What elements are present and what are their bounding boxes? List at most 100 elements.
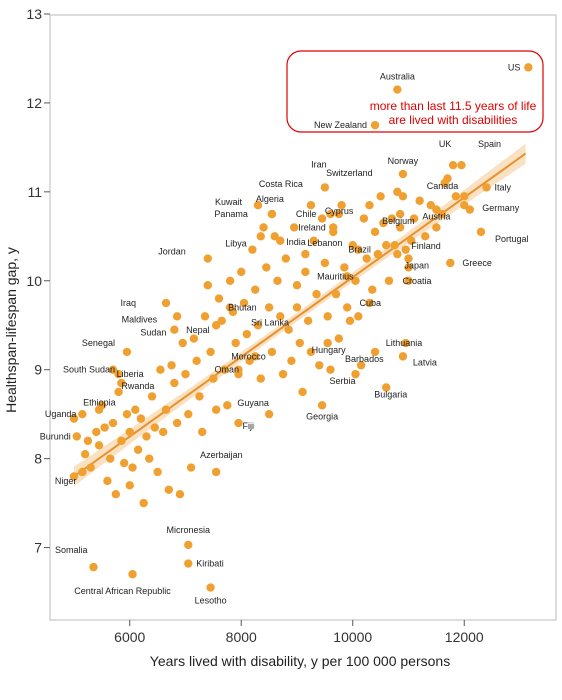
data-point [125,427,134,437]
data-point [211,405,221,414]
data-point [142,432,151,441]
data-point [172,418,182,428]
data-point [384,276,394,285]
data-point [284,325,293,334]
data-point [329,223,338,232]
data-point [153,467,162,477]
data-point [170,325,179,334]
point-label: UK [439,139,452,149]
data-point [482,183,491,192]
point-label: Costa Rica [259,179,303,189]
data-point [133,445,143,454]
data-point [128,463,137,472]
data-point [393,249,402,259]
point-label: Mauritius [317,271,354,281]
data-point [334,209,344,219]
data-point [264,303,274,312]
data-point [78,467,87,477]
data-point [172,312,182,321]
data-point [103,476,112,486]
data-point [303,316,313,325]
point-label: Micronesia [167,525,211,535]
point-label: Sudan [140,328,166,338]
data-point [225,276,235,285]
data-point [460,200,469,210]
y-axis-title: Healthspan-lifespan gap, y [3,247,19,413]
data-point [150,423,160,432]
data-point [198,427,207,437]
data-point [156,365,165,374]
point-label: Fiji [242,421,254,431]
data-point [448,160,458,170]
point-label: Niger [55,476,77,486]
point-label: Serbia [330,376,356,386]
data-point [351,276,360,285]
data-point [395,223,405,232]
point-label: Jordan [158,247,186,257]
data-point [432,223,441,232]
data-point [415,196,424,205]
data-point [225,303,235,312]
data-point [404,276,413,285]
plot-frame [49,14,557,621]
data-point [326,209,335,219]
data-point [306,200,316,210]
data-point [211,321,221,330]
data-point [214,294,224,303]
point-label: Senegal [82,338,115,348]
data-point [276,312,285,321]
point-label: Germany [482,203,520,213]
point-label: Cuba [359,298,381,308]
data-point [370,120,380,130]
data-point [351,369,360,379]
data-point [409,214,419,223]
data-point [184,540,193,550]
data-point [234,365,243,374]
point-label: Azerbaijan [200,450,243,460]
point-label: Sri Lanka [251,317,289,327]
point-label: Guyana [237,398,269,408]
data-point [117,378,126,388]
x-tick-label: 8000 [226,629,257,645]
data-point [273,276,282,285]
data-point [323,338,332,348]
y-tick-label: 8 [34,451,42,467]
data-point [253,200,263,210]
data-point [398,352,408,361]
data-point [203,254,212,263]
y-tick-label: 7 [34,540,42,556]
point-label: Norway [388,156,419,166]
data-point [390,241,399,250]
data-point [161,405,171,414]
y-tick-label: 10 [26,273,42,289]
data-point [69,414,79,423]
point-label: Somalia [55,545,88,555]
data-point [203,281,212,290]
data-point [94,441,104,450]
data-point [292,281,302,290]
x-tick-label: 10000 [333,629,372,645]
data-point [209,374,218,383]
data-point [376,192,385,201]
data-point [359,214,369,223]
data-point [242,329,252,339]
data-point [256,374,265,383]
data-point [189,334,199,343]
point-label: Maldives [122,314,158,324]
data-point [250,352,260,361]
data-point [345,316,355,325]
point-label: Portugal [495,234,529,244]
data-point [298,387,307,397]
data-point [393,85,402,94]
data-point [223,401,232,410]
data-point [276,236,285,245]
point-label: Libya [225,238,247,248]
data-point [281,254,291,263]
point-labels-layer: US Australia New Zealand UK Spain Iran Norway I… [40,62,529,605]
point-label: Ethiopia [83,398,116,408]
data-point [379,218,388,228]
data-point [80,449,90,459]
y-tick-label: 11 [27,184,42,200]
